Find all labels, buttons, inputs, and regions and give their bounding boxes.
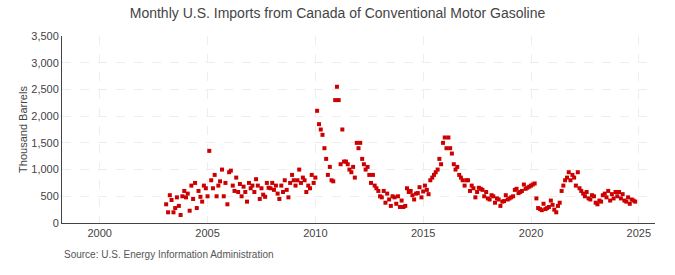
svg-text:Thousand Barrels: Thousand Barrels xyxy=(17,86,29,173)
svg-text:2020: 2020 xyxy=(519,227,543,239)
svg-text:2010: 2010 xyxy=(303,227,327,239)
svg-text:0: 0 xyxy=(53,217,59,229)
svg-text:1,500: 1,500 xyxy=(31,137,59,149)
svg-text:3,000: 3,000 xyxy=(31,57,59,69)
svg-text:Monthly U.S. Imports from Cana: Monthly U.S. Imports from Canada of Conv… xyxy=(130,5,546,21)
svg-text:1,000: 1,000 xyxy=(31,163,59,175)
svg-text:Source: U.S. Energy Informatio: Source: U.S. Energy Information Administ… xyxy=(64,249,274,260)
svg-text:2,000: 2,000 xyxy=(31,110,59,122)
svg-text:500: 500 xyxy=(40,190,58,202)
svg-text:2,500: 2,500 xyxy=(31,83,59,95)
svg-text:2025: 2025 xyxy=(627,227,651,239)
svg-text:3,500: 3,500 xyxy=(31,30,59,42)
svg-text:2005: 2005 xyxy=(195,227,219,239)
svg-text:2000: 2000 xyxy=(87,227,111,239)
svg-text:2015: 2015 xyxy=(411,227,435,239)
